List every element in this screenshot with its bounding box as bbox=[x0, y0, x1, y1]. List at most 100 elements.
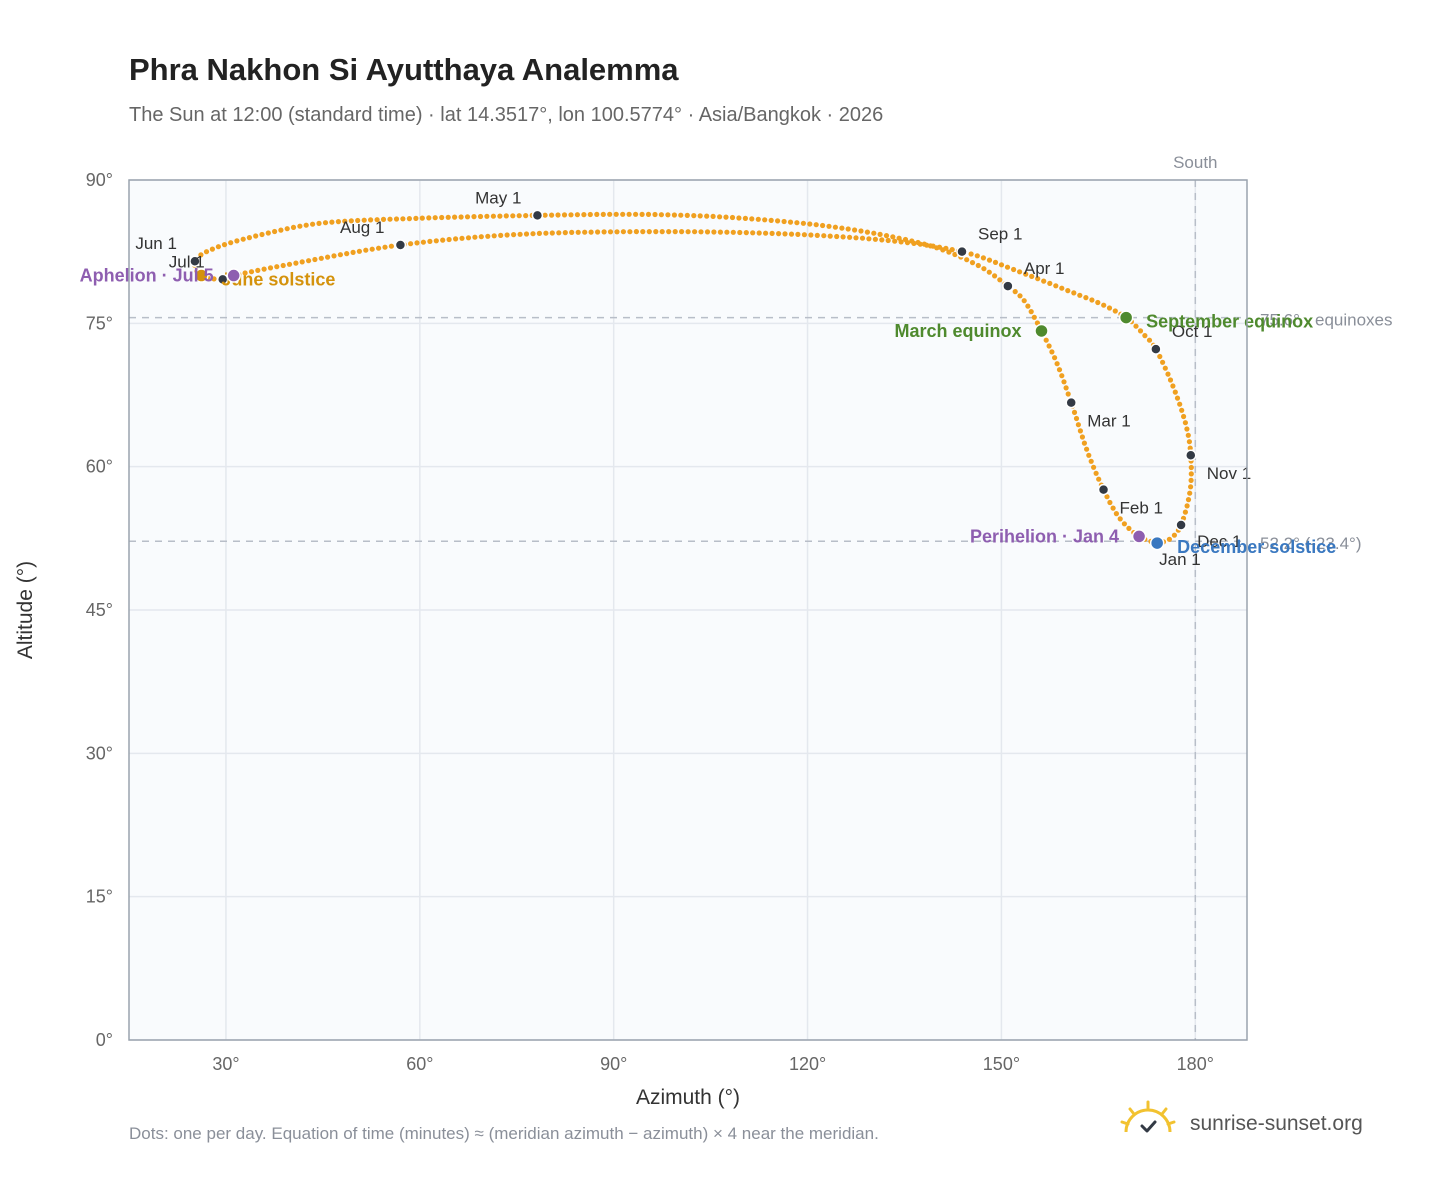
day-dot bbox=[369, 246, 375, 252]
event-dot bbox=[194, 268, 209, 283]
day-dot bbox=[872, 236, 879, 242]
day-dot bbox=[710, 213, 716, 219]
day-dot bbox=[453, 236, 459, 242]
day-dot bbox=[930, 243, 936, 249]
day-dot bbox=[807, 221, 813, 227]
day-dot bbox=[228, 240, 234, 246]
day-dot bbox=[724, 229, 730, 235]
day-dot bbox=[1053, 283, 1059, 289]
day-dot bbox=[356, 248, 362, 254]
day-dot bbox=[769, 230, 775, 236]
month-dot bbox=[1002, 280, 1014, 292]
x-tick-label: 90° bbox=[600, 1054, 627, 1074]
day-dot bbox=[368, 217, 374, 223]
event-dot bbox=[1131, 529, 1147, 544]
month-label: Aug 1 bbox=[340, 218, 384, 237]
day-dot bbox=[1188, 464, 1194, 471]
day-dot bbox=[737, 229, 743, 236]
y-tick-label: 75° bbox=[86, 313, 113, 333]
day-dot bbox=[306, 258, 312, 264]
day-dot bbox=[704, 213, 710, 219]
day-dot bbox=[1185, 432, 1191, 438]
day-dot bbox=[1023, 271, 1029, 277]
event-label: June solstice bbox=[221, 270, 335, 290]
day-dot bbox=[1091, 464, 1097, 470]
brand-text[interactable]: sunrise-sunset.org bbox=[1190, 1112, 1363, 1135]
y-tick-label: 15° bbox=[86, 887, 113, 907]
day-dot bbox=[413, 215, 419, 221]
day-dot bbox=[762, 217, 768, 223]
month-dot bbox=[531, 209, 544, 222]
x-tick-label: 180° bbox=[1177, 1054, 1214, 1074]
day-dot bbox=[248, 269, 255, 275]
month-label: Mar 1 bbox=[1087, 412, 1130, 431]
brand[interactable]: sunrise-sunset.org bbox=[1120, 1100, 1400, 1148]
day-dot bbox=[568, 212, 574, 218]
day-dot bbox=[274, 264, 280, 270]
day-dot bbox=[691, 213, 697, 219]
day-dot bbox=[883, 233, 890, 239]
day-dot bbox=[1088, 458, 1094, 464]
day-dot bbox=[1061, 379, 1067, 385]
day-dot bbox=[1083, 295, 1089, 301]
day-dot bbox=[1137, 328, 1144, 334]
event-dot bbox=[1149, 535, 1165, 551]
day-dot bbox=[1172, 389, 1178, 395]
axis-ticks: 30° 60° 90° 120° 150° 180° 0° 15° 30° 45° 60° 75° 90… bbox=[86, 170, 1214, 1074]
day-dot bbox=[813, 222, 819, 228]
day-dot bbox=[420, 239, 426, 245]
month-label: Jun 1 bbox=[135, 234, 177, 253]
day-dot bbox=[498, 232, 504, 238]
day-dot bbox=[640, 229, 646, 235]
day-dot bbox=[1059, 373, 1065, 379]
day-dot bbox=[1162, 365, 1168, 371]
day-dot bbox=[310, 221, 316, 227]
sun-logo-icon bbox=[1120, 1100, 1176, 1133]
event-label: Aphelion · Jul 5 bbox=[80, 266, 214, 286]
day-dot bbox=[350, 249, 356, 255]
day-dot bbox=[1056, 367, 1063, 373]
day-dot bbox=[763, 230, 769, 236]
day-dot bbox=[1179, 407, 1185, 413]
day-dot bbox=[1186, 439, 1192, 445]
day-dot bbox=[986, 269, 992, 275]
x-axis-title: Azimuth (°) bbox=[636, 1086, 740, 1109]
day-dot bbox=[685, 229, 691, 235]
day-dot bbox=[523, 213, 529, 219]
day-dot bbox=[318, 255, 324, 261]
day-dot bbox=[827, 233, 833, 239]
day-dot bbox=[1188, 477, 1194, 483]
day-dot bbox=[627, 229, 633, 235]
day-dot bbox=[1142, 333, 1148, 339]
day-dot bbox=[478, 234, 484, 240]
day-dot bbox=[588, 229, 594, 235]
month-dot bbox=[394, 239, 407, 251]
day-dot bbox=[1054, 361, 1060, 367]
day-dot bbox=[510, 232, 517, 238]
south-label: South bbox=[1173, 153, 1217, 172]
day-dot bbox=[1075, 422, 1081, 428]
month-dot bbox=[1175, 519, 1187, 531]
day-dot bbox=[355, 217, 361, 224]
day-dot bbox=[1181, 413, 1187, 420]
day-dot bbox=[943, 245, 949, 251]
day-dot bbox=[898, 239, 904, 245]
day-dot bbox=[936, 244, 943, 250]
day-dot bbox=[969, 260, 976, 266]
day-dot bbox=[704, 229, 711, 235]
day-dot bbox=[265, 230, 271, 236]
day-dot bbox=[1188, 471, 1194, 477]
day-dot bbox=[1184, 426, 1190, 432]
day-dot bbox=[801, 232, 808, 238]
day-dot bbox=[1146, 337, 1153, 343]
day-dot bbox=[293, 260, 299, 266]
day-dot bbox=[211, 276, 217, 282]
day-dot bbox=[503, 213, 509, 219]
event-markers: March equinox September equinox June solst… bbox=[80, 266, 1337, 558]
day-dot bbox=[536, 230, 543, 236]
day-dot bbox=[432, 215, 438, 221]
day-dot bbox=[1187, 490, 1193, 496]
day-dot bbox=[698, 229, 704, 235]
day-dot bbox=[992, 273, 998, 279]
